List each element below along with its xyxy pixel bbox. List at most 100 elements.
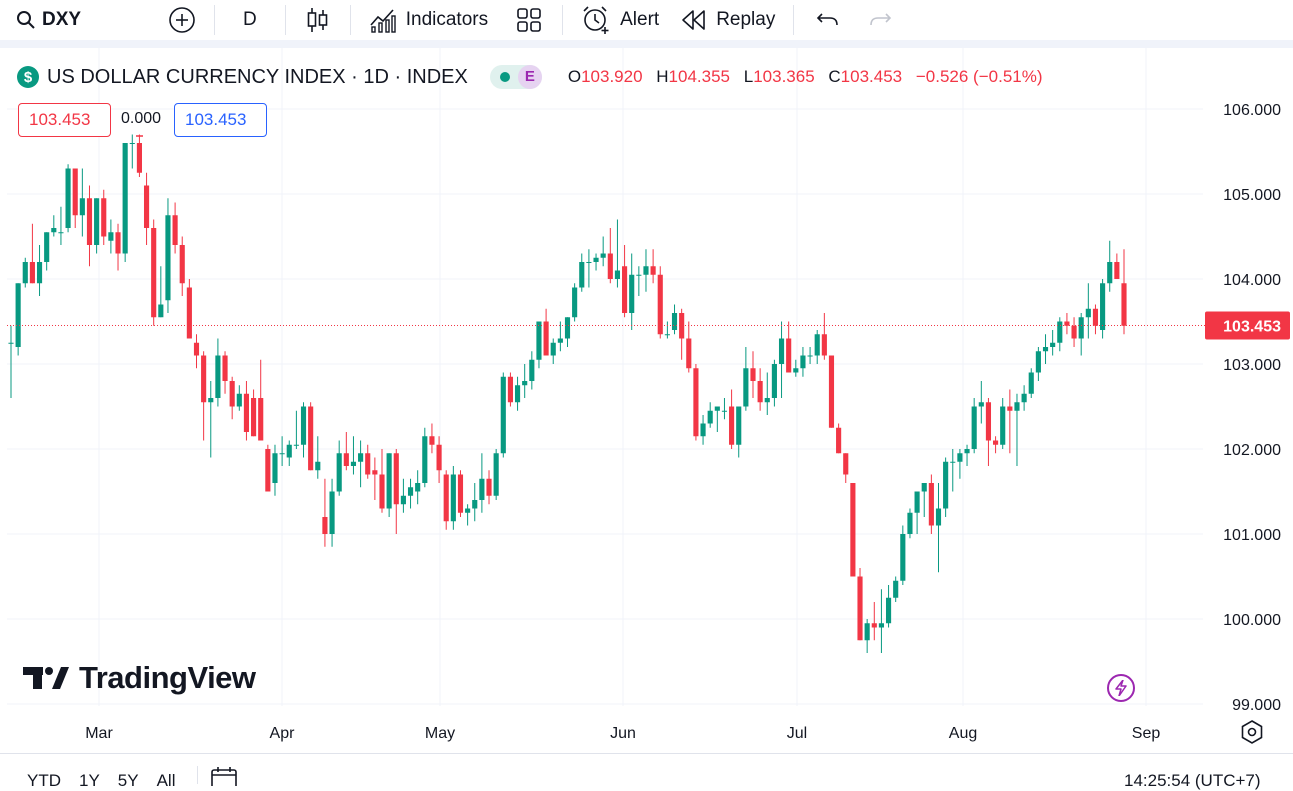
spread-value: 0.000 [121, 110, 162, 127]
open-key: O [567, 67, 582, 86]
candle [1007, 389, 1013, 454]
candle-body [600, 253, 606, 258]
layouts-button[interactable] [498, 0, 556, 40]
interval-button[interactable]: D [221, 0, 279, 40]
earnings-badge[interactable]: E [517, 65, 542, 89]
candle [514, 376, 521, 411]
compare-button[interactable] [156, 0, 208, 40]
lightning-button[interactable] [1107, 674, 1135, 702]
candle-body [108, 232, 114, 241]
candle-body [529, 359, 535, 381]
lightning-icon [1115, 680, 1127, 696]
candle-body [315, 461, 321, 471]
candle-body [51, 228, 57, 233]
candle [1042, 334, 1049, 364]
candle-body [72, 168, 78, 216]
candle-body [336, 453, 342, 492]
candle [593, 253, 599, 271]
candle-body [679, 313, 685, 339]
clock[interactable]: 14:25:54 (UTC+7) [1124, 771, 1261, 790]
candle-body [836, 427, 842, 454]
symbol-search[interactable]: DXY [0, 0, 156, 40]
candle-body [1014, 402, 1020, 411]
candle-body [643, 266, 649, 275]
candle [778, 321, 785, 398]
goto-date-button[interactable] [210, 754, 238, 791]
candle [122, 143, 128, 262]
candle-body [243, 393, 250, 432]
close-key: C [828, 67, 841, 86]
candle-body [764, 398, 770, 403]
candle [622, 245, 628, 318]
candle [186, 279, 192, 339]
candle [129, 134, 135, 169]
undo-button[interactable] [800, 0, 856, 40]
candle [700, 415, 706, 445]
candle [72, 168, 78, 228]
candle [101, 189, 107, 245]
candle [486, 470, 492, 505]
candle-body [436, 444, 442, 471]
range-all[interactable]: All [156, 771, 176, 790]
replay-label: Replay [716, 9, 776, 30]
tradingview-watermark[interactable]: TradingView [23, 660, 256, 696]
price-chart[interactable]: 106.000 105.000 104.000 103.000 102.000 101.0… [0, 0, 1293, 753]
indicators-button[interactable]: Indicators [357, 0, 498, 40]
candle [507, 372, 513, 407]
rewind-icon [682, 10, 705, 30]
candle-body [814, 334, 820, 356]
candle-body [507, 376, 513, 403]
range-1y[interactable]: 1Y [79, 771, 100, 790]
candle-body [172, 215, 178, 245]
candle [29, 223, 35, 284]
legend-title[interactable]: US DOLLAR CURRENCY INDEX · 1D · INDEX [47, 65, 468, 88]
open-value: 103.920 [581, 67, 643, 86]
market-status-pill[interactable]: E [489, 65, 542, 89]
candle-body [15, 283, 21, 347]
candle-body [572, 287, 578, 318]
candle [429, 423, 435, 454]
candle-body [850, 483, 856, 577]
candle [500, 372, 506, 458]
sell-price-box[interactable]: 103.453 [18, 103, 111, 137]
candle-body [1071, 325, 1077, 339]
replay-button[interactable]: Replay [669, 0, 787, 40]
candle [900, 525, 906, 585]
candle [415, 470, 421, 505]
candle [457, 470, 464, 517]
candle [58, 206, 64, 245]
redo-icon [870, 13, 892, 26]
x-tick-label: Aug [949, 725, 977, 742]
axis-settings-button[interactable] [1240, 720, 1264, 744]
candle [472, 483, 478, 522]
y-tick-label: 99.000 [1232, 697, 1281, 714]
range-ytd[interactable]: YTD [27, 771, 61, 790]
candle-body [878, 623, 884, 628]
candle [158, 266, 164, 318]
candle-body [372, 470, 378, 475]
candle-body [236, 393, 242, 407]
redo-button[interactable] [856, 0, 904, 40]
close-value: 103.453 [840, 67, 903, 86]
candle-body [58, 232, 64, 234]
candle [550, 338, 556, 364]
candle-body [757, 381, 763, 403]
candle-body [714, 406, 720, 411]
buy-price-box[interactable]: 103.453 [174, 103, 267, 137]
chart-type-button[interactable] [292, 0, 344, 40]
chart-pane[interactable] [7, 48, 1293, 753]
candle [15, 283, 21, 356]
candle-body [115, 232, 121, 254]
candle-body [1035, 351, 1041, 373]
candle-body [1092, 308, 1099, 326]
divider [196, 766, 198, 784]
candle-body [771, 364, 777, 398]
candle-body [322, 517, 328, 534]
range-5y[interactable]: 5Y [117, 771, 139, 790]
candle [893, 576, 899, 602]
candle-body [843, 453, 849, 475]
candle-body [1085, 308, 1091, 318]
candle [850, 483, 856, 577]
candle [479, 453, 485, 513]
alert-button[interactable]: Alert [569, 0, 669, 40]
